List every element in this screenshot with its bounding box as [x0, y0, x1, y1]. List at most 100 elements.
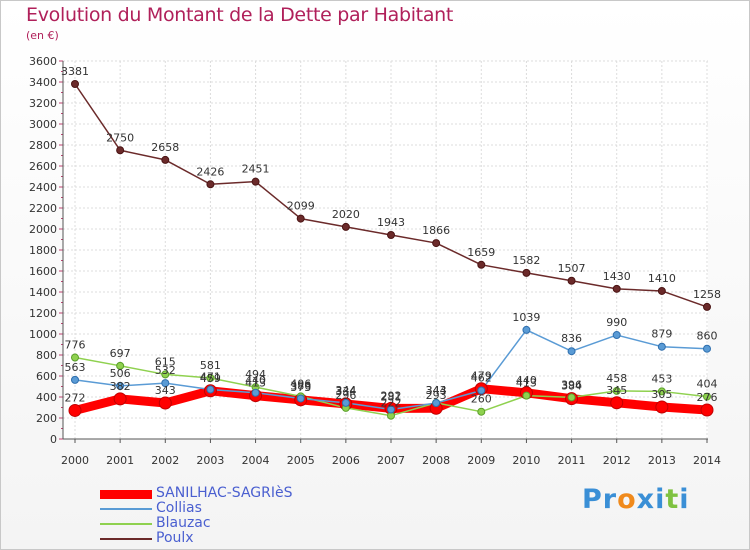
data-label: 1866	[422, 224, 450, 237]
chart-subtitle: (en €)	[26, 29, 59, 42]
data-label: 260	[471, 393, 492, 406]
chart-title: Evolution du Montant de la Dette par Hab…	[26, 4, 454, 26]
data-point	[116, 381, 125, 390]
data-point	[657, 342, 666, 351]
y-tick-label: 1400	[29, 286, 57, 299]
y-tick-label: 2800	[29, 139, 57, 152]
data-label: 440	[516, 374, 537, 387]
data-label: 990	[606, 316, 627, 329]
y-tick-label: 3000	[29, 118, 57, 131]
x-tick-label: 2010	[512, 454, 540, 467]
data-point	[567, 393, 576, 402]
data-label: 776	[65, 339, 86, 352]
data-point	[387, 405, 395, 414]
legend-swatch	[100, 489, 152, 499]
data-point	[113, 392, 127, 406]
y-tick-label: 2000	[29, 223, 57, 236]
data-point	[251, 177, 260, 186]
data-label: 343	[155, 384, 176, 397]
data-label: 384	[561, 380, 582, 393]
data-label: 506	[110, 367, 131, 380]
x-tick-label: 2009	[467, 454, 495, 467]
data-point	[700, 403, 714, 417]
data-label: 563	[65, 361, 86, 374]
data-label: 2099	[287, 200, 315, 213]
x-tick-label: 2008	[422, 454, 450, 467]
data-label: 458	[606, 372, 627, 385]
data-label: 860	[697, 330, 718, 343]
y-tick-label: 2600	[29, 160, 57, 173]
data-point	[161, 370, 170, 379]
data-label: 471	[200, 371, 221, 384]
data-point	[610, 396, 624, 410]
data-label: 396	[561, 378, 582, 391]
data-label: 459	[200, 372, 221, 385]
y-tick-label: 2400	[29, 181, 57, 194]
data-label: 272	[65, 391, 86, 404]
data-label: 406	[290, 377, 311, 390]
data-point	[71, 353, 79, 362]
data-label: 1410	[648, 272, 676, 285]
data-label: 345	[606, 384, 627, 397]
data-label: 1430	[603, 270, 631, 283]
data-point	[477, 407, 486, 416]
data-label: 281	[381, 390, 402, 403]
data-point	[251, 388, 260, 397]
data-point	[116, 146, 125, 155]
data-point	[71, 79, 79, 88]
y-tick-label: 1800	[29, 244, 57, 257]
data-point	[612, 331, 621, 340]
y-tick-label: 0	[50, 433, 57, 446]
x-tick-label: 2012	[603, 454, 631, 467]
data-point	[296, 214, 305, 223]
x-tick-label: 2011	[558, 454, 586, 467]
data-point	[296, 394, 305, 403]
data-label: 494	[245, 368, 266, 381]
proxiti-logo: Proxiti	[582, 484, 690, 515]
y-tick-label: 1000	[29, 328, 57, 341]
data-label: 1039	[512, 311, 540, 324]
data-label: 404	[697, 378, 718, 391]
legend-label: Poulx	[156, 530, 194, 546]
logo-letter: x	[636, 484, 656, 515]
legend-label: Blauzac	[156, 515, 211, 531]
y-tick-label: 3200	[29, 97, 57, 110]
data-label: 344	[426, 384, 447, 397]
data-label: 1659	[467, 246, 495, 259]
y-tick-label: 800	[36, 349, 57, 362]
legend-swatch	[100, 523, 152, 525]
logo-letter: i	[655, 484, 666, 515]
data-label: 1507	[558, 262, 586, 275]
data-point	[522, 268, 531, 277]
logo-letter: t	[665, 484, 680, 515]
data-point	[522, 391, 531, 400]
x-tick-label: 2001	[106, 454, 134, 467]
y-tick-label: 1200	[29, 307, 57, 320]
legend-swatch	[100, 508, 152, 510]
data-point	[68, 403, 82, 417]
data-label: 222	[381, 397, 402, 410]
data-label: 373	[290, 381, 311, 394]
logo-letter: o	[617, 484, 637, 515]
data-label: 532	[155, 364, 176, 377]
data-label: 413	[516, 377, 537, 390]
data-point	[522, 325, 531, 334]
x-tick-label: 2004	[242, 454, 270, 467]
data-point	[341, 398, 350, 407]
data-point	[612, 284, 621, 293]
data-label: 615	[155, 355, 176, 368]
data-point	[387, 230, 395, 239]
data-point	[477, 260, 486, 269]
data-label: 1582	[512, 254, 540, 267]
y-tick-label: 3400	[29, 76, 57, 89]
data-point	[567, 347, 576, 356]
x-tick-label: 2000	[61, 454, 89, 467]
legend-label: Collias	[156, 500, 202, 516]
data-label: 334	[335, 385, 356, 398]
y-tick-label: 2200	[29, 202, 57, 215]
data-label: 305	[651, 388, 672, 401]
data-label: 581	[200, 359, 221, 372]
x-tick-label: 2002	[151, 454, 179, 467]
data-label: 292	[381, 389, 402, 402]
